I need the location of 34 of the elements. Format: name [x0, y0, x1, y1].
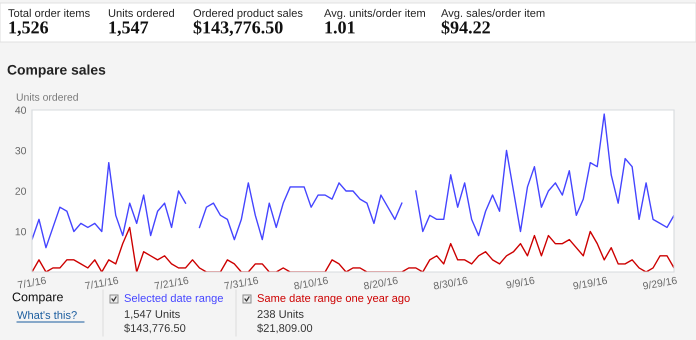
y-tick-label: 30	[15, 147, 26, 154]
y-tick-label: 20	[15, 188, 26, 195]
y-tick-label: 10	[16, 228, 26, 236]
text: Ordered product sales	[194, 8, 303, 20]
x-tick-label: 7/1/16	[17, 276, 46, 289]
x-tick-label: 9/29/16	[642, 276, 678, 290]
text: Units ordered	[108, 8, 174, 17]
chart-title: Compare sales	[8, 64, 106, 78]
x-tick-label: 9/9/16	[506, 276, 535, 289]
text: What's this?	[17, 310, 77, 319]
y-tick-label: 40	[15, 106, 26, 114]
x-tick-label: 8/10/16	[294, 276, 328, 290]
text: $21,809.00	[257, 324, 312, 334]
text: Avg. units/order item	[324, 8, 425, 20]
text: $143,776.50	[194, 20, 283, 36]
text: $143,776.50	[124, 324, 186, 334]
text: 1.01	[325, 21, 355, 34]
text: Compare	[12, 292, 63, 304]
text: 238 Units	[258, 310, 304, 318]
text: Same date range one year ago	[258, 294, 410, 304]
text: 1,526	[9, 21, 48, 36]
x-tick-label: 9/19/16	[572, 276, 608, 290]
text: $94.22	[442, 20, 490, 35]
x-tick-label: 8/20/16	[363, 276, 398, 290]
text: 1,547	[109, 21, 148, 36]
x-tick-label: 7/21/16	[154, 276, 189, 290]
y-axis-title: Units ordered	[16, 93, 78, 101]
text: Selected date range	[124, 294, 223, 304]
text: Total order items	[8, 8, 90, 17]
x-tick-label: 7/11/16	[84, 276, 119, 290]
text: 1,547 Units	[124, 310, 180, 320]
x-tick-label: 8/30/16	[433, 276, 468, 290]
x-tick-label: 7/31/16	[224, 276, 258, 290]
text: Avg. sales/order item	[441, 8, 544, 20]
